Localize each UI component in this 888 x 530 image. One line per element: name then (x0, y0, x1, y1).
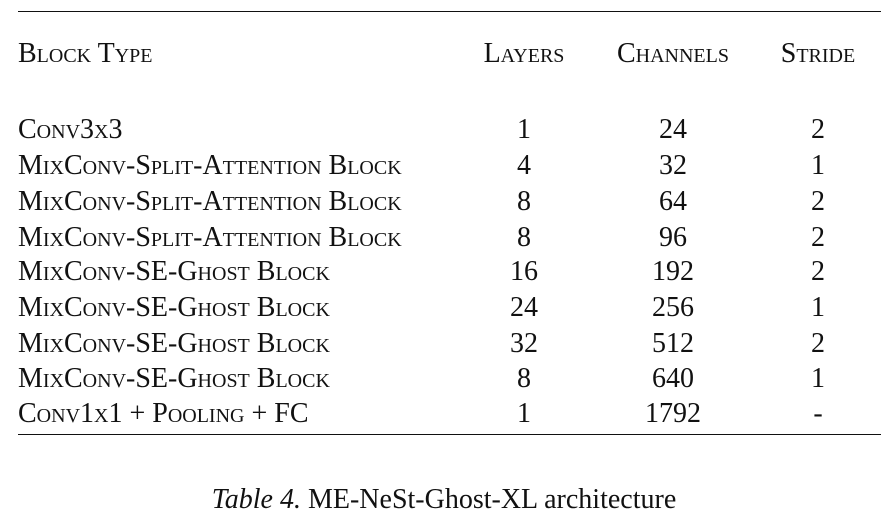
row-1-channels: 32 (659, 150, 687, 181)
row-3-channels: 96 (659, 222, 687, 253)
header-stride: Stride (780, 38, 856, 69)
row-6-channels: 512 (652, 328, 694, 359)
row-4-stride: 2 (811, 256, 825, 287)
caption-label: Table 4. (211, 484, 301, 515)
row-5-stride: 1 (811, 292, 825, 323)
row-3-layers: 8 (517, 222, 531, 253)
row-2-channels: 64 (659, 186, 687, 217)
header-layers: Layers (483, 38, 565, 69)
row-3-stride: 2 (811, 222, 825, 253)
row-0-channels: 24 (659, 114, 687, 145)
row-3-block-type: MixConv-Split-Attention Block (18, 222, 402, 253)
row-6-stride: 2 (811, 328, 825, 359)
table-top-rule (18, 11, 881, 12)
row-0-layers: 1 (517, 114, 531, 145)
row-7-channels: 640 (652, 363, 694, 394)
row-5-block-type: MixConv-SE-Ghost Block (18, 292, 330, 323)
row-0-stride: 2 (811, 114, 825, 145)
row-6-layers: 32 (510, 328, 538, 359)
table-bottom-rule (18, 434, 881, 435)
row-1-layers: 4 (517, 150, 531, 181)
row-8-channels: 1792 (645, 398, 701, 429)
row-2-layers: 8 (517, 186, 531, 217)
header-channels: Channels (616, 38, 729, 69)
row-7-block-type: MixConv-SE-Ghost Block (18, 363, 330, 394)
row-4-block-type: MixConv-SE-Ghost Block (18, 256, 330, 287)
row-1-stride: 1 (811, 150, 825, 181)
row-1-block-type: MixConv-Split-Attention Block (18, 150, 402, 181)
row-2-block-type: MixConv-Split-Attention Block (18, 186, 402, 217)
row-5-layers: 24 (510, 292, 538, 323)
row-4-layers: 16 (510, 256, 538, 287)
row-8-block-type: Conv1x1 + Pooling + FC (18, 398, 309, 429)
row-8-stride: - (813, 398, 823, 429)
table-caption: Table 4. ME-NeSt-Ghost-XL architecture (0, 482, 888, 518)
row-8-layers: 1 (517, 398, 531, 429)
row-2-stride: 2 (811, 186, 825, 217)
row-6-block-type: MixConv-SE-Ghost Block (18, 328, 330, 359)
header-block-type: Block Type (18, 38, 153, 69)
caption-text: ME-NeSt-Ghost-XL architecture (307, 484, 677, 515)
row-7-layers: 8 (517, 363, 531, 394)
row-7-stride: 1 (811, 363, 825, 394)
row-5-channels: 256 (652, 292, 694, 323)
row-0-block-type: Conv3x3 (18, 114, 123, 145)
row-4-channels: 192 (652, 256, 694, 287)
